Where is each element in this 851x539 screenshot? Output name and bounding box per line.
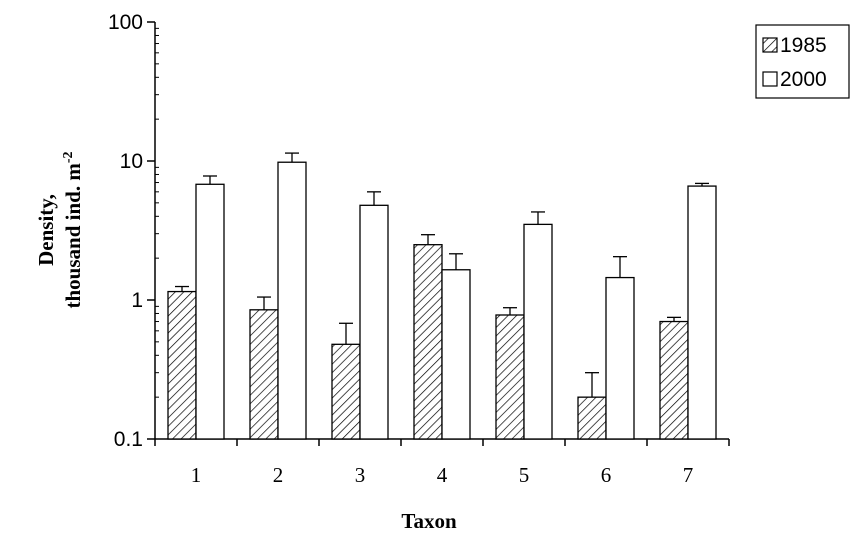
bar-1985-taxon-3 — [331, 343, 361, 440]
x-axis-title: Taxon — [401, 509, 457, 533]
bar-1985-taxon-2 — [249, 309, 279, 440]
bar-2000-taxon-5 — [523, 223, 553, 440]
bar-1985-taxon-1 — [167, 290, 197, 440]
bar-1985-taxon-6 — [577, 396, 607, 440]
bar-1985-taxon-5 — [495, 314, 525, 440]
bar-1985-taxon-4 — [413, 244, 443, 440]
y-tick-label: 1 — [131, 289, 143, 312]
bar-2000-taxon-1 — [195, 183, 225, 440]
x-tick-label: 2 — [273, 463, 284, 487]
legend-swatch-1985 — [762, 37, 778, 53]
legend-label-1985: 1985 — [780, 34, 827, 57]
bar-2000-taxon-2 — [277, 161, 307, 440]
x-tick-label: 5 — [519, 463, 530, 487]
bar-2000-taxon-3 — [359, 204, 389, 440]
bar-2000-taxon-6 — [605, 276, 635, 440]
legend-swatch-2000 — [762, 71, 778, 87]
bar-1985-taxon-7 — [659, 320, 689, 440]
y-axis-title-line1: Density, — [34, 194, 58, 266]
x-tick-label: 3 — [355, 463, 366, 487]
legend-label-2000: 2000 — [780, 68, 827, 91]
y-tick-label: 10 — [120, 150, 143, 173]
bar-2000-taxon-4 — [441, 269, 471, 440]
bars — [167, 152, 717, 440]
bar-2000-taxon-7 — [687, 185, 717, 440]
y-tick-label: 100 — [108, 11, 143, 34]
x-tick-label: 6 — [601, 463, 612, 487]
x-tick-label: 4 — [437, 463, 448, 487]
y-axis-title-line2: thousand ind. m-2 — [61, 152, 85, 309]
legend: 1985 2000 — [755, 24, 850, 99]
x-tick-label: 7 — [683, 463, 694, 487]
x-tick-label: 1 — [191, 463, 202, 487]
y-tick-label: 0.1 — [114, 428, 143, 451]
